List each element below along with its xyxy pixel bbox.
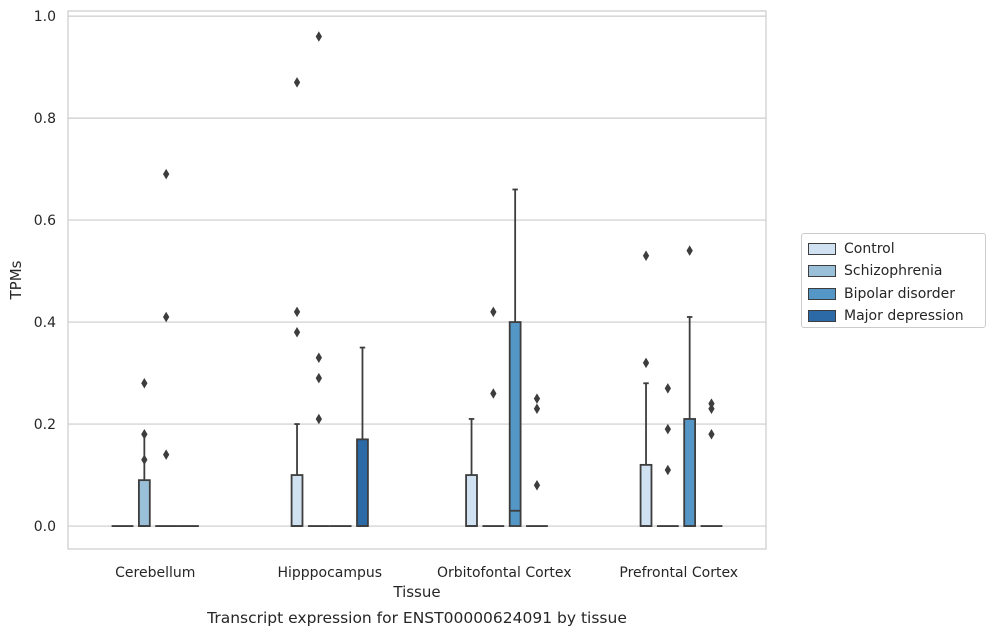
legend: Control Schizophrenia Bipolar disorder Majo… <box>801 233 986 328</box>
legend-label: Schizophrenia <box>844 263 943 280</box>
box-body <box>683 418 697 527</box>
legend-swatch <box>808 310 836 323</box>
box-body <box>290 474 304 527</box>
box-major-depression <box>526 393 548 527</box>
outlier-point <box>708 403 715 415</box>
box-body <box>508 321 522 527</box>
box-schizophrenia <box>656 383 679 527</box>
legend-swatch <box>808 287 836 300</box>
chart-title: Transcript expression for ENST0000062409… <box>206 609 627 627</box>
x-tick-label: Orbitofontal Cortex <box>437 565 572 581</box>
outlier-point <box>664 383 671 394</box>
x-tick-labels: Cerebellum Hipppocampus Orbitofontal Corte… <box>115 565 738 581</box>
outlier-point <box>664 464 671 476</box>
box-body <box>137 479 151 527</box>
box-bipolar-disorder <box>508 188 522 527</box>
box-body <box>465 474 478 527</box>
box-schizophrenia <box>307 31 330 527</box>
outlier-point <box>163 168 170 180</box>
outlier-point <box>490 388 497 399</box>
x-tick-label: Cerebellum <box>115 565 195 581</box>
box-control <box>639 250 653 527</box>
outlier-point <box>490 306 497 318</box>
outlier-point <box>642 357 650 369</box>
outlier-point <box>533 403 541 415</box>
legend-item: Major depression <box>808 305 985 327</box>
outlier-point <box>163 311 170 323</box>
outlier-point <box>315 413 322 425</box>
y-tick-label: 0.6 <box>34 213 56 229</box>
legend-swatch <box>808 243 836 256</box>
outlier-point <box>141 454 148 466</box>
outlier-point <box>141 429 148 440</box>
y-tick-label: 0.2 <box>34 417 56 433</box>
outlier-point <box>708 429 715 440</box>
y-tick-label: 0.8 <box>34 111 56 127</box>
legend-label: Bipolar disorder <box>844 285 956 302</box>
outlier-point <box>533 480 541 491</box>
box-major-depression <box>700 398 723 527</box>
outlier-point <box>664 423 671 435</box>
box-control <box>290 77 304 527</box>
x-axis-label: Tissue <box>392 583 440 601</box>
box-body <box>356 438 369 527</box>
y-tick-label: 0.0 <box>34 519 56 535</box>
box-bipolar-disorder <box>155 168 178 527</box>
box-series <box>111 31 723 527</box>
outlier-point <box>141 378 148 389</box>
legend-item: Control <box>808 238 985 260</box>
legend-label: Control <box>844 241 895 258</box>
box-control <box>465 418 478 527</box>
outlier-point <box>315 352 322 364</box>
outlier-point <box>315 372 322 384</box>
outlier-point <box>293 327 301 338</box>
outlier-point <box>315 31 322 42</box>
box-schizophrenia <box>482 306 505 527</box>
outlier-point <box>163 449 170 460</box>
y-tick-label: 0.4 <box>34 315 56 331</box>
outlier-point <box>642 250 650 262</box>
outlier-point <box>686 245 693 256</box>
legend-item: Bipolar disorder <box>808 283 985 305</box>
box-schizophrenia <box>137 378 151 527</box>
plot-area <box>67 10 767 550</box>
y-tick-labels: 0.0 0.2 0.4 0.6 0.8 1.0 <box>34 9 56 535</box>
outlier-point <box>533 393 541 404</box>
box-major-depression <box>356 346 369 527</box>
x-tick-label: Hipppocampus <box>277 565 382 581</box>
legend-item: Schizophrenia <box>808 260 985 282</box>
box-bipolar-disorder <box>683 245 697 527</box>
outlier-point <box>293 306 301 318</box>
y-tick-label: 1.0 <box>34 9 56 25</box>
y-axis-label: TPMs <box>7 260 25 300</box>
legend-label: Major depression <box>844 308 964 325</box>
outlier-point <box>293 77 301 88</box>
x-tick-label: Prefrontal Cortex <box>619 565 738 581</box>
legend-swatch <box>808 265 836 278</box>
box-body <box>639 463 653 527</box>
